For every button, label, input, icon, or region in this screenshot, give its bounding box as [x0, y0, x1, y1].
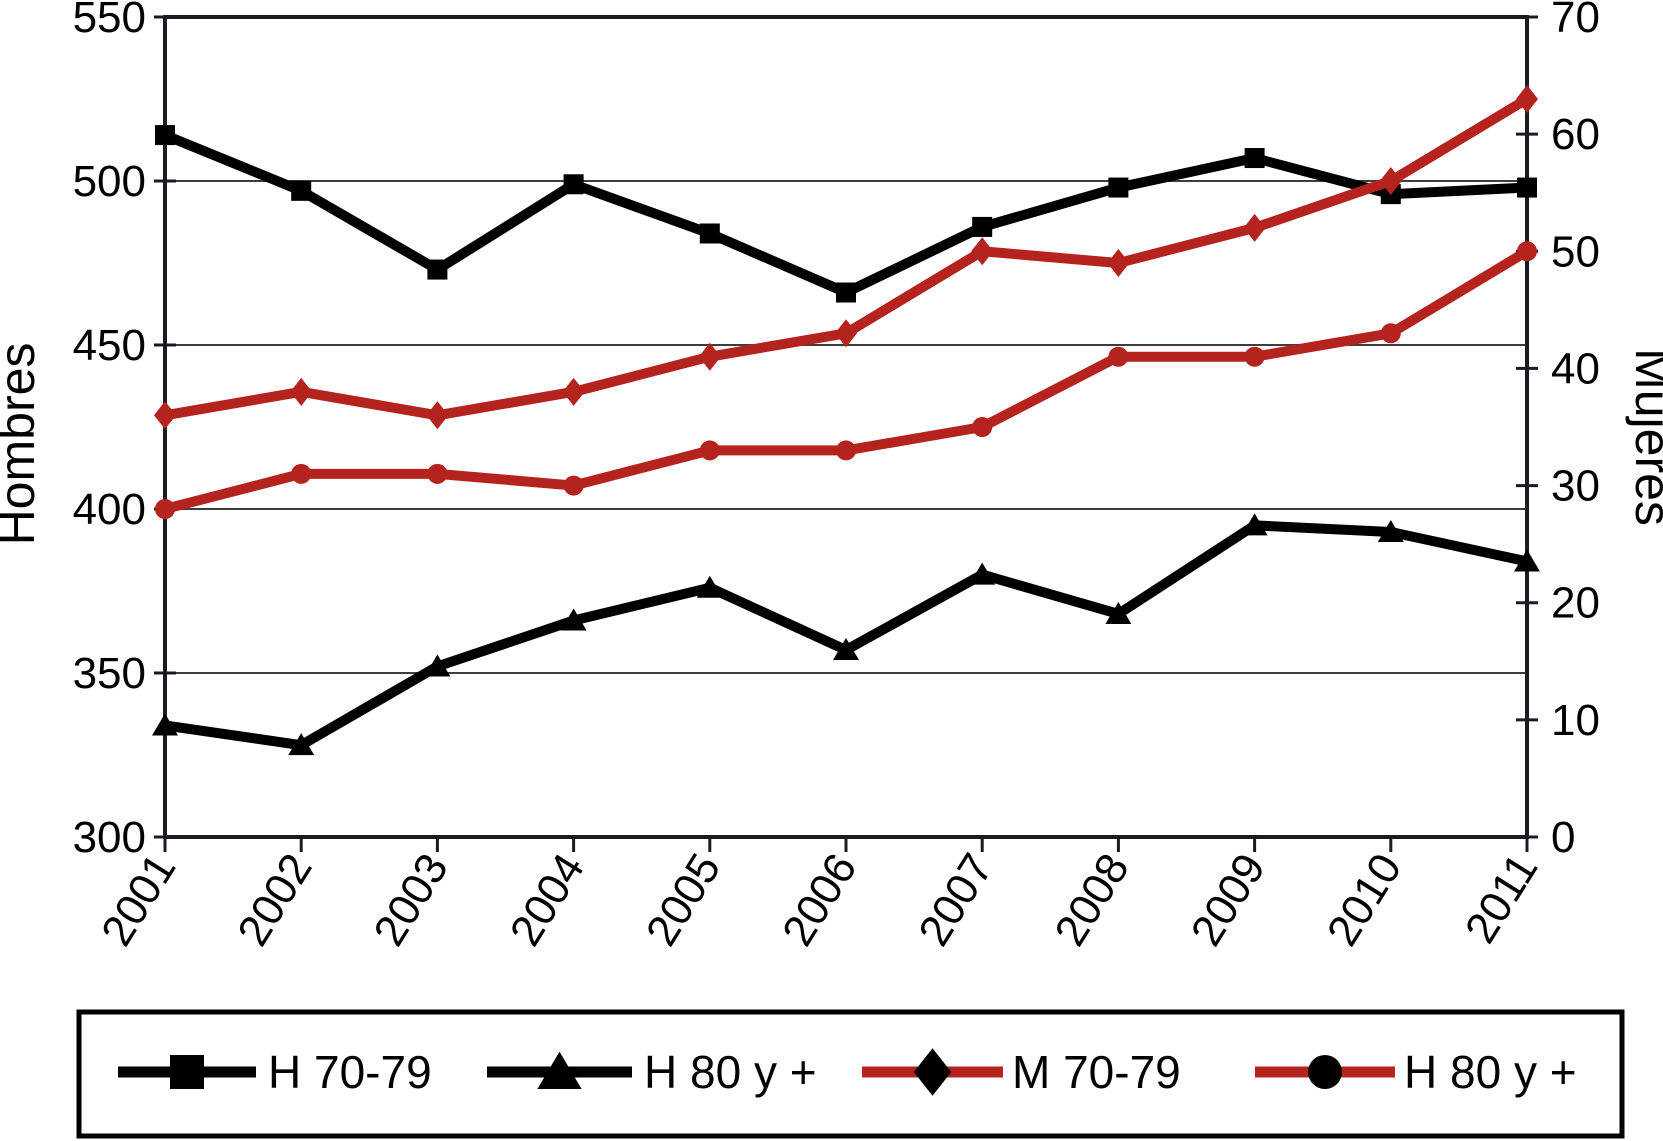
- legend-item-label: H 70-79: [268, 1046, 432, 1098]
- series-2-diamond-marker: [154, 401, 176, 430]
- legend-circle-marker: [1308, 1055, 1342, 1089]
- series-1-triangle-marker: [1241, 513, 1268, 536]
- series-3-circle-marker: [1108, 346, 1129, 367]
- series-2-diamond-marker: [971, 237, 994, 266]
- legend-triangle-marker: [537, 1051, 582, 1089]
- series-3-circle-marker: [1380, 323, 1401, 344]
- plot-frame: [163, 15, 1529, 839]
- left-axis-title: Hombres: [0, 343, 45, 546]
- series-3-circle-marker: [699, 440, 720, 461]
- series-0-square-marker: [1108, 177, 1129, 198]
- series-1-triangle-marker: [1105, 601, 1132, 624]
- series-3-circle-marker: [972, 417, 993, 437]
- series-2-diamond-marker: [1516, 85, 1538, 113]
- right-axis-tick-label: 60: [1551, 110, 1600, 159]
- x-axis-tick-label: 2004: [501, 845, 594, 954]
- legend-square-marker: [170, 1055, 204, 1089]
- left-axis-tick-label: 400: [73, 485, 146, 534]
- series-2-diamond-marker: [562, 377, 585, 406]
- series-0-square-marker: [563, 174, 584, 195]
- series-1-triangle-marker: [1514, 549, 1540, 572]
- series-0-square-marker: [1244, 148, 1265, 169]
- right-axis-tick-label: 50: [1551, 227, 1600, 276]
- series-1-triangle-marker: [152, 713, 178, 736]
- series-line-2: [160, 94, 1532, 421]
- right-axis-tick-label: 20: [1551, 579, 1600, 628]
- series-0-square-marker: [427, 259, 448, 280]
- series-2-diamond-marker: [1107, 249, 1130, 277]
- series-1-triangle-marker: [288, 733, 315, 756]
- left-axis-tick-label: 300: [73, 813, 146, 862]
- series-3-circle-marker: [155, 499, 175, 519]
- series-1-triangle-marker: [969, 562, 996, 585]
- legend-item-label: H 80 y +: [644, 1046, 817, 1098]
- right-axis-tick-label: 40: [1551, 344, 1600, 393]
- left-axis-tick-label: 350: [73, 649, 146, 698]
- legend-diamond-marker: [913, 1048, 952, 1096]
- right-axis-tick-label: 30: [1551, 462, 1600, 511]
- x-axis-tick-label: 2008: [1045, 845, 1138, 954]
- x-axis-tick-label: 2002: [228, 845, 321, 954]
- series-2-diamond-marker: [426, 401, 449, 430]
- series-3-circle-marker: [291, 463, 312, 484]
- series-0-square-marker: [1517, 177, 1537, 198]
- left-axis-tick-label: 550: [73, 0, 146, 42]
- series-2-diamond-marker: [1243, 213, 1266, 242]
- x-axis-tick-label: 2009: [1182, 845, 1275, 954]
- series-line-0: [160, 130, 1532, 298]
- series-0-square-marker: [155, 125, 175, 146]
- series-2-diamond-marker: [290, 377, 313, 406]
- series-2-diamond-marker: [1379, 167, 1402, 195]
- legend-item-label: M 70-79: [1012, 1046, 1181, 1098]
- x-axis-tick-label: 2006: [773, 845, 866, 954]
- series-3-circle-marker: [836, 440, 856, 461]
- series-1-triangle-marker: [1377, 519, 1404, 542]
- x-axis-tick-label: 2011: [1456, 845, 1548, 951]
- left-axis-tick-label: 500: [73, 157, 146, 206]
- series-3-circle-marker: [1244, 346, 1265, 367]
- series-1-triangle-marker: [560, 608, 587, 631]
- right-axis-title: Mujeres: [1625, 348, 1663, 526]
- series-0-square-marker: [699, 223, 720, 244]
- x-axis-tick-label: 2005: [637, 845, 730, 954]
- series-2-diamond-marker: [835, 319, 857, 348]
- series-3-circle-marker: [563, 475, 584, 496]
- series-0-square-marker: [972, 216, 993, 237]
- series-3-circle-marker: [1517, 241, 1537, 262]
- series-0-square-marker: [291, 180, 312, 201]
- legend-item-label: H 80 y +: [1404, 1046, 1577, 1098]
- left-axis-tick-label: 450: [73, 321, 146, 370]
- x-axis-tick-label: 2010: [1318, 845, 1411, 954]
- series-1-triangle-marker: [833, 638, 859, 661]
- series-line-1: [160, 520, 1532, 751]
- right-axis-tick-label: 10: [1551, 696, 1600, 745]
- x-axis-tick-label: 2003: [364, 845, 457, 954]
- series-0-square-marker: [836, 282, 856, 303]
- x-axis-tick-label: 2007: [909, 845, 1002, 954]
- series-2-diamond-marker: [698, 342, 721, 371]
- series-1-triangle-marker: [424, 654, 451, 677]
- series-3-circle-marker: [427, 463, 448, 484]
- right-axis-tick-label: 0: [1551, 813, 1575, 862]
- series-1-triangle-marker: [696, 575, 723, 598]
- right-axis-tick-label: 70: [1551, 0, 1600, 42]
